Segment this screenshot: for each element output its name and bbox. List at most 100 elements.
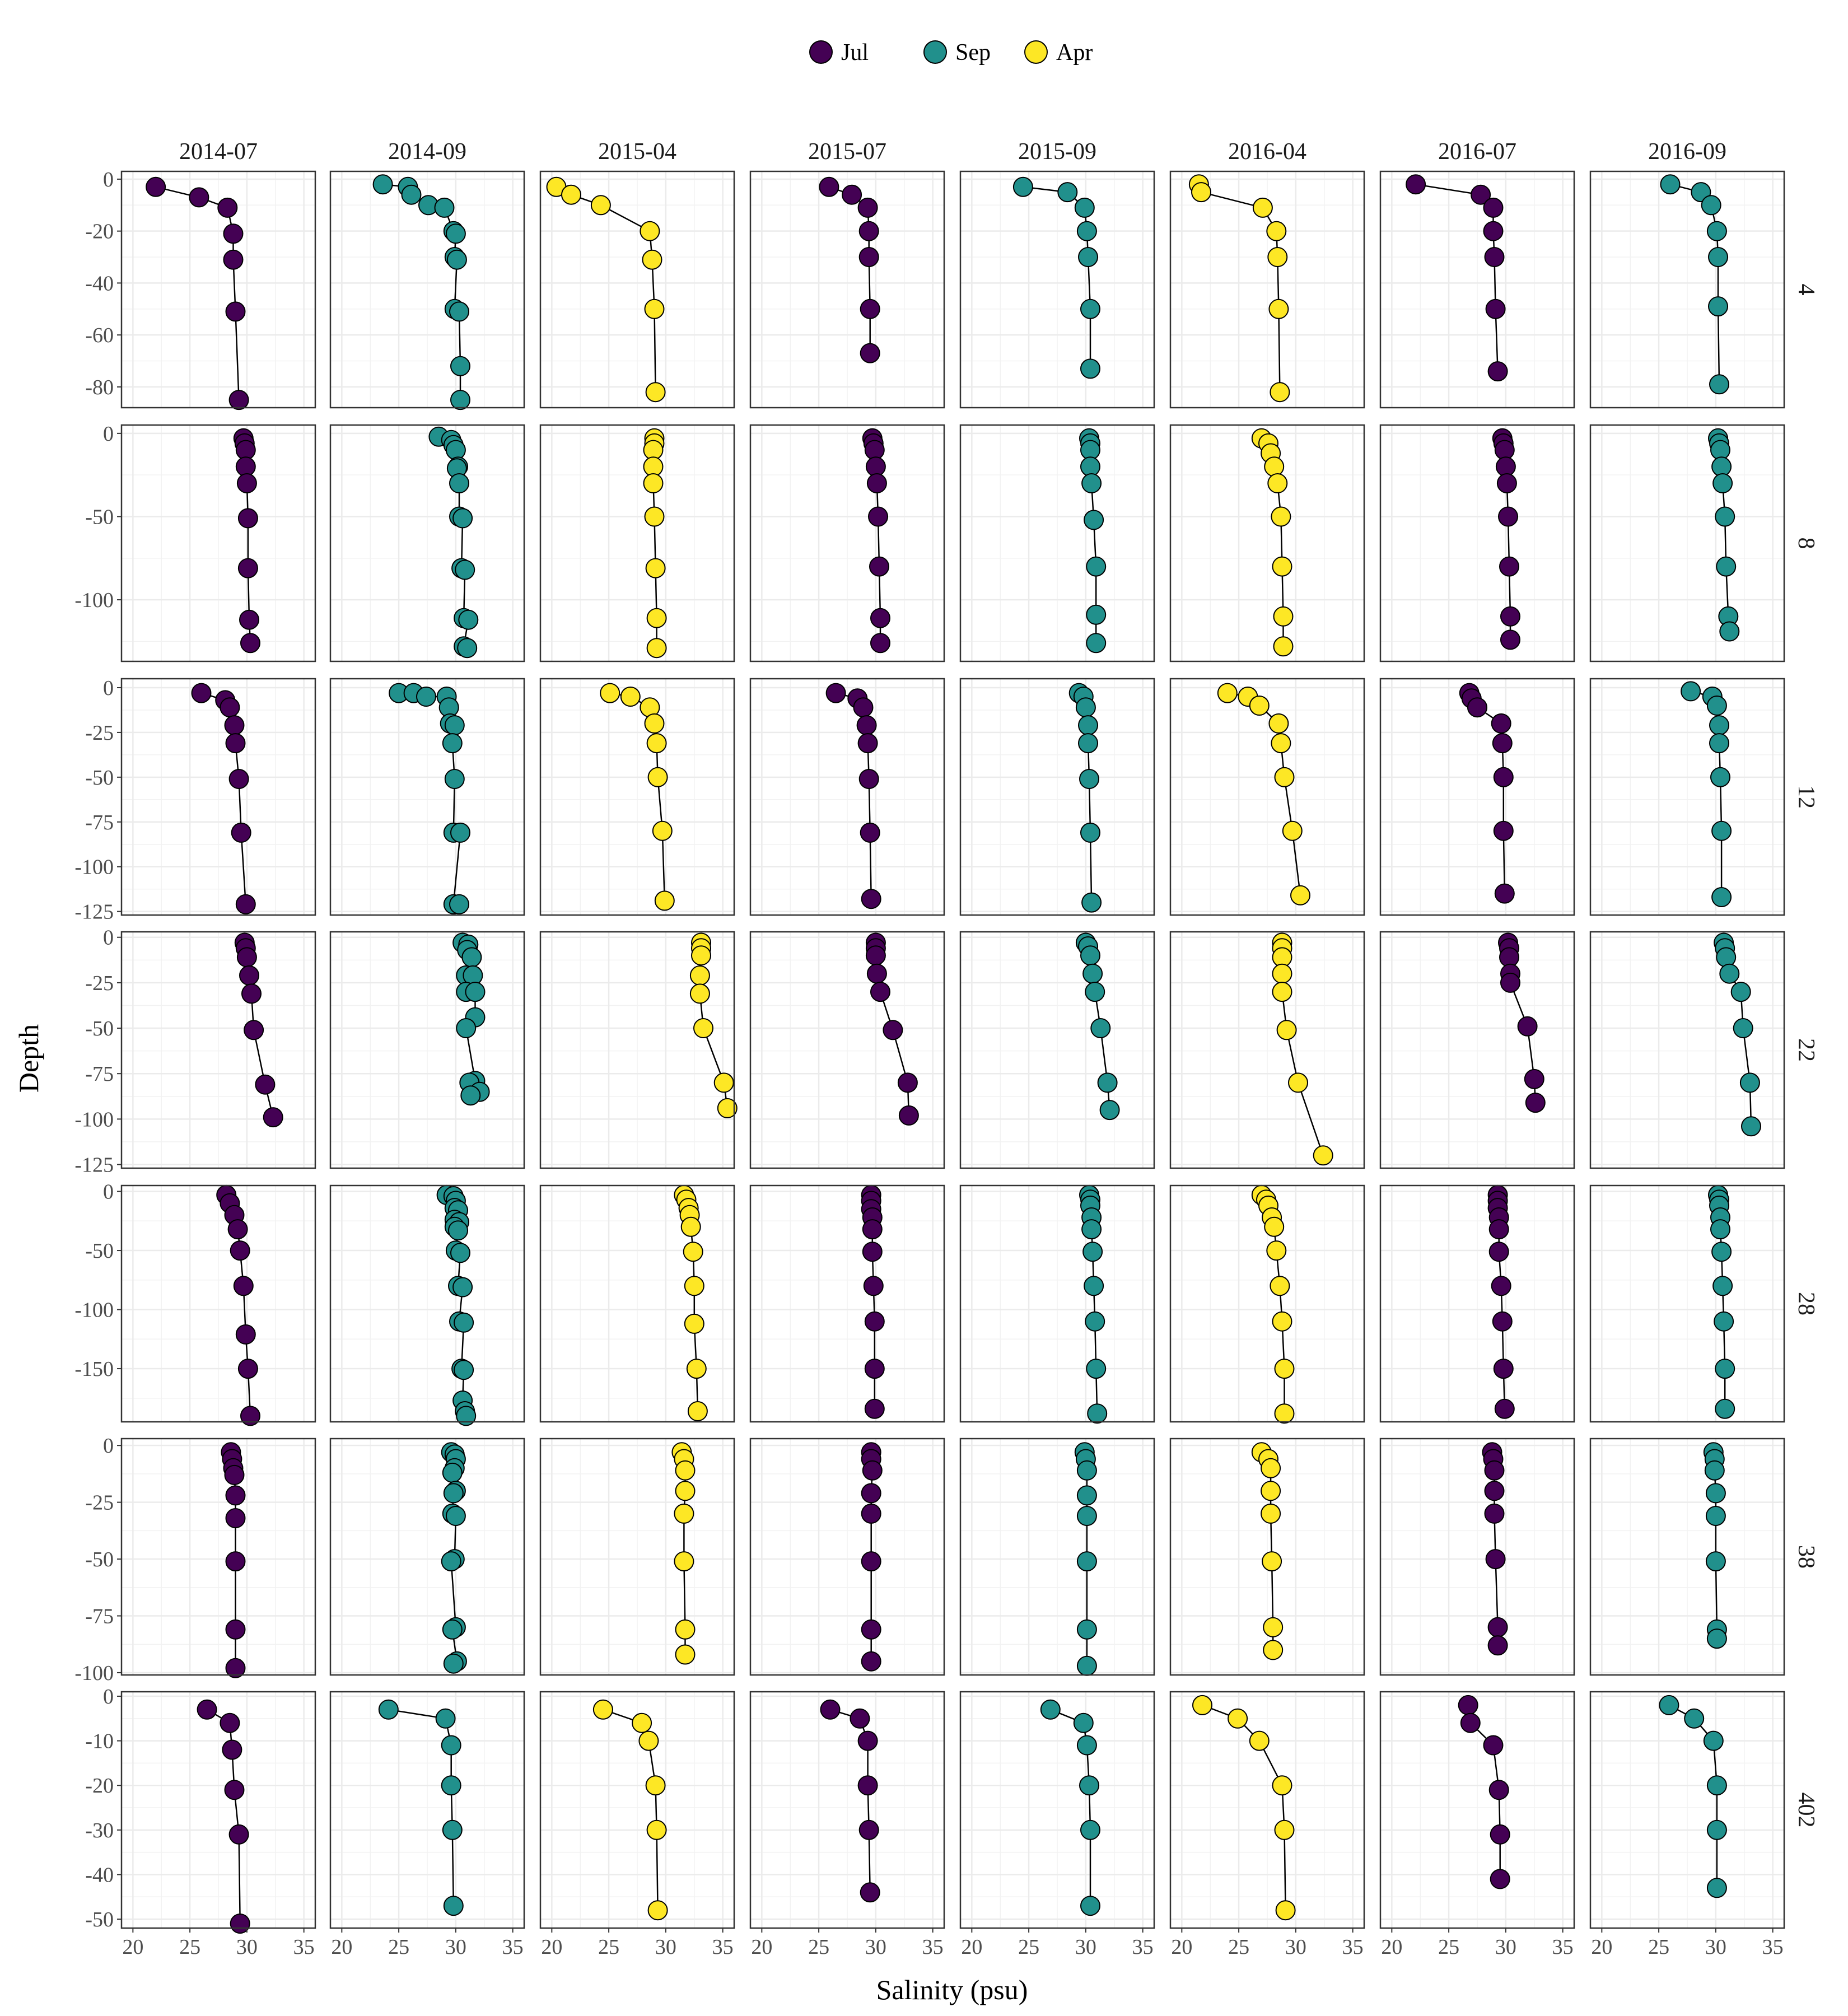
panel-2015-04-38: [539, 1438, 735, 1676]
data-point: [1273, 636, 1294, 657]
y-tick-label: -40: [85, 1863, 114, 1887]
data-point: [860, 1882, 880, 1903]
data-point: [230, 1240, 250, 1261]
data-point: [1483, 221, 1504, 241]
column-strip-label: 2015-09: [1018, 139, 1096, 165]
panel-2015-04-4: [539, 170, 735, 409]
data-point: [456, 1406, 477, 1426]
profile-series: [1188, 174, 1290, 403]
data-point: [442, 1819, 463, 1840]
x-tick-label: 20: [751, 1935, 772, 1959]
data-point: [1087, 1403, 1108, 1424]
panel-border: [1379, 678, 1575, 916]
data-point: [1715, 1398, 1735, 1419]
data-point: [683, 1242, 703, 1262]
data-point: [1275, 1900, 1296, 1921]
profile-series: [1217, 683, 1310, 906]
data-point: [1493, 820, 1514, 841]
panel-grid-lines: [960, 1692, 1154, 1928]
panel-2015-09-4: [959, 170, 1155, 409]
data-point: [1716, 556, 1737, 577]
data-point: [825, 683, 846, 703]
panel-grid-lines: [1590, 425, 1784, 661]
panel-2015-07-22: [749, 931, 945, 1169]
panel-2014-07-4: [120, 170, 316, 410]
panel-border: [329, 678, 525, 916]
data-point: [1012, 176, 1033, 197]
panel-2016-07-22: [1379, 931, 1575, 1169]
panel-border: [1589, 1691, 1785, 1929]
data-point: [1076, 1551, 1097, 1572]
data-point: [1082, 1242, 1103, 1262]
panel-border: [329, 424, 525, 662]
data-point: [647, 1900, 668, 1921]
data-point: [1492, 1311, 1513, 1332]
panel-grid-lines: [1590, 1186, 1784, 1422]
data-point: [675, 1460, 696, 1481]
data-point: [1099, 1100, 1120, 1121]
data-point: [689, 965, 710, 986]
data-point: [1730, 982, 1751, 1002]
x-tick-label: 25: [1228, 1935, 1249, 1959]
data-point: [191, 683, 212, 703]
panel-grid-lines: [1170, 679, 1364, 915]
data-point: [883, 1020, 903, 1040]
panel-2016-04-22: [1169, 931, 1365, 1169]
data-point: [1271, 733, 1291, 754]
data-point: [1079, 1775, 1099, 1796]
data-point: [1076, 1619, 1097, 1640]
data-point: [1080, 1819, 1100, 1840]
panel-grid-lines: [330, 425, 524, 661]
data-point: [1261, 1458, 1281, 1478]
data-point: [717, 1098, 738, 1118]
data-point: [1719, 963, 1740, 984]
profile-series: [689, 932, 738, 1118]
panel-2015-07-38: [749, 1438, 945, 1676]
x-tick-label: 35: [922, 1935, 944, 1959]
panel-2014-07-8: [120, 424, 316, 662]
data-point: [1266, 221, 1287, 241]
data-point: [1741, 1116, 1761, 1137]
data-point: [864, 1311, 885, 1332]
y-tick-label: -50: [85, 1239, 114, 1263]
row-strip-label: 28: [1793, 1292, 1819, 1315]
y-tick-label: -100: [74, 1662, 114, 1685]
data-point: [224, 1780, 245, 1800]
data-point: [592, 1699, 613, 1720]
profile-series: [546, 176, 666, 403]
data-point: [687, 1401, 708, 1421]
panel-border: [1589, 678, 1785, 916]
data-point: [1710, 1219, 1730, 1240]
profile-series: [1079, 428, 1107, 654]
data-point: [228, 1824, 249, 1845]
row-strip-label: 12: [1793, 785, 1819, 809]
panel-border: [749, 1691, 945, 1929]
profile-series: [1251, 1184, 1295, 1424]
y-tick-label: 0: [103, 422, 114, 446]
data-point: [1710, 767, 1730, 787]
data-point: [220, 697, 240, 718]
data-point: [1703, 1730, 1724, 1751]
data-point: [1706, 696, 1727, 716]
profile-series: [191, 683, 256, 914]
data-point: [870, 608, 890, 628]
profile-series: [233, 428, 260, 654]
panel-2015-09-402: [959, 1691, 1155, 1929]
x-tick-label: 30: [236, 1935, 258, 1959]
panel-grid-lines: [122, 425, 315, 661]
data-point: [435, 1708, 456, 1729]
data-point: [861, 1551, 881, 1572]
data-point: [1252, 197, 1273, 218]
data-point: [1681, 681, 1701, 702]
data-point: [1708, 247, 1728, 267]
data-point: [862, 1219, 883, 1240]
profile-series: [1681, 681, 1732, 907]
panel-2016-07-28: [1379, 1184, 1575, 1423]
profile-series: [1079, 1184, 1108, 1424]
x-tick-label: 25: [388, 1935, 409, 1959]
panel-border: [959, 678, 1155, 916]
profile-series: [389, 683, 470, 914]
data-point: [1490, 1869, 1510, 1889]
panel-grid-lines: [750, 171, 944, 408]
panel-2016-04-12: [1169, 678, 1365, 916]
